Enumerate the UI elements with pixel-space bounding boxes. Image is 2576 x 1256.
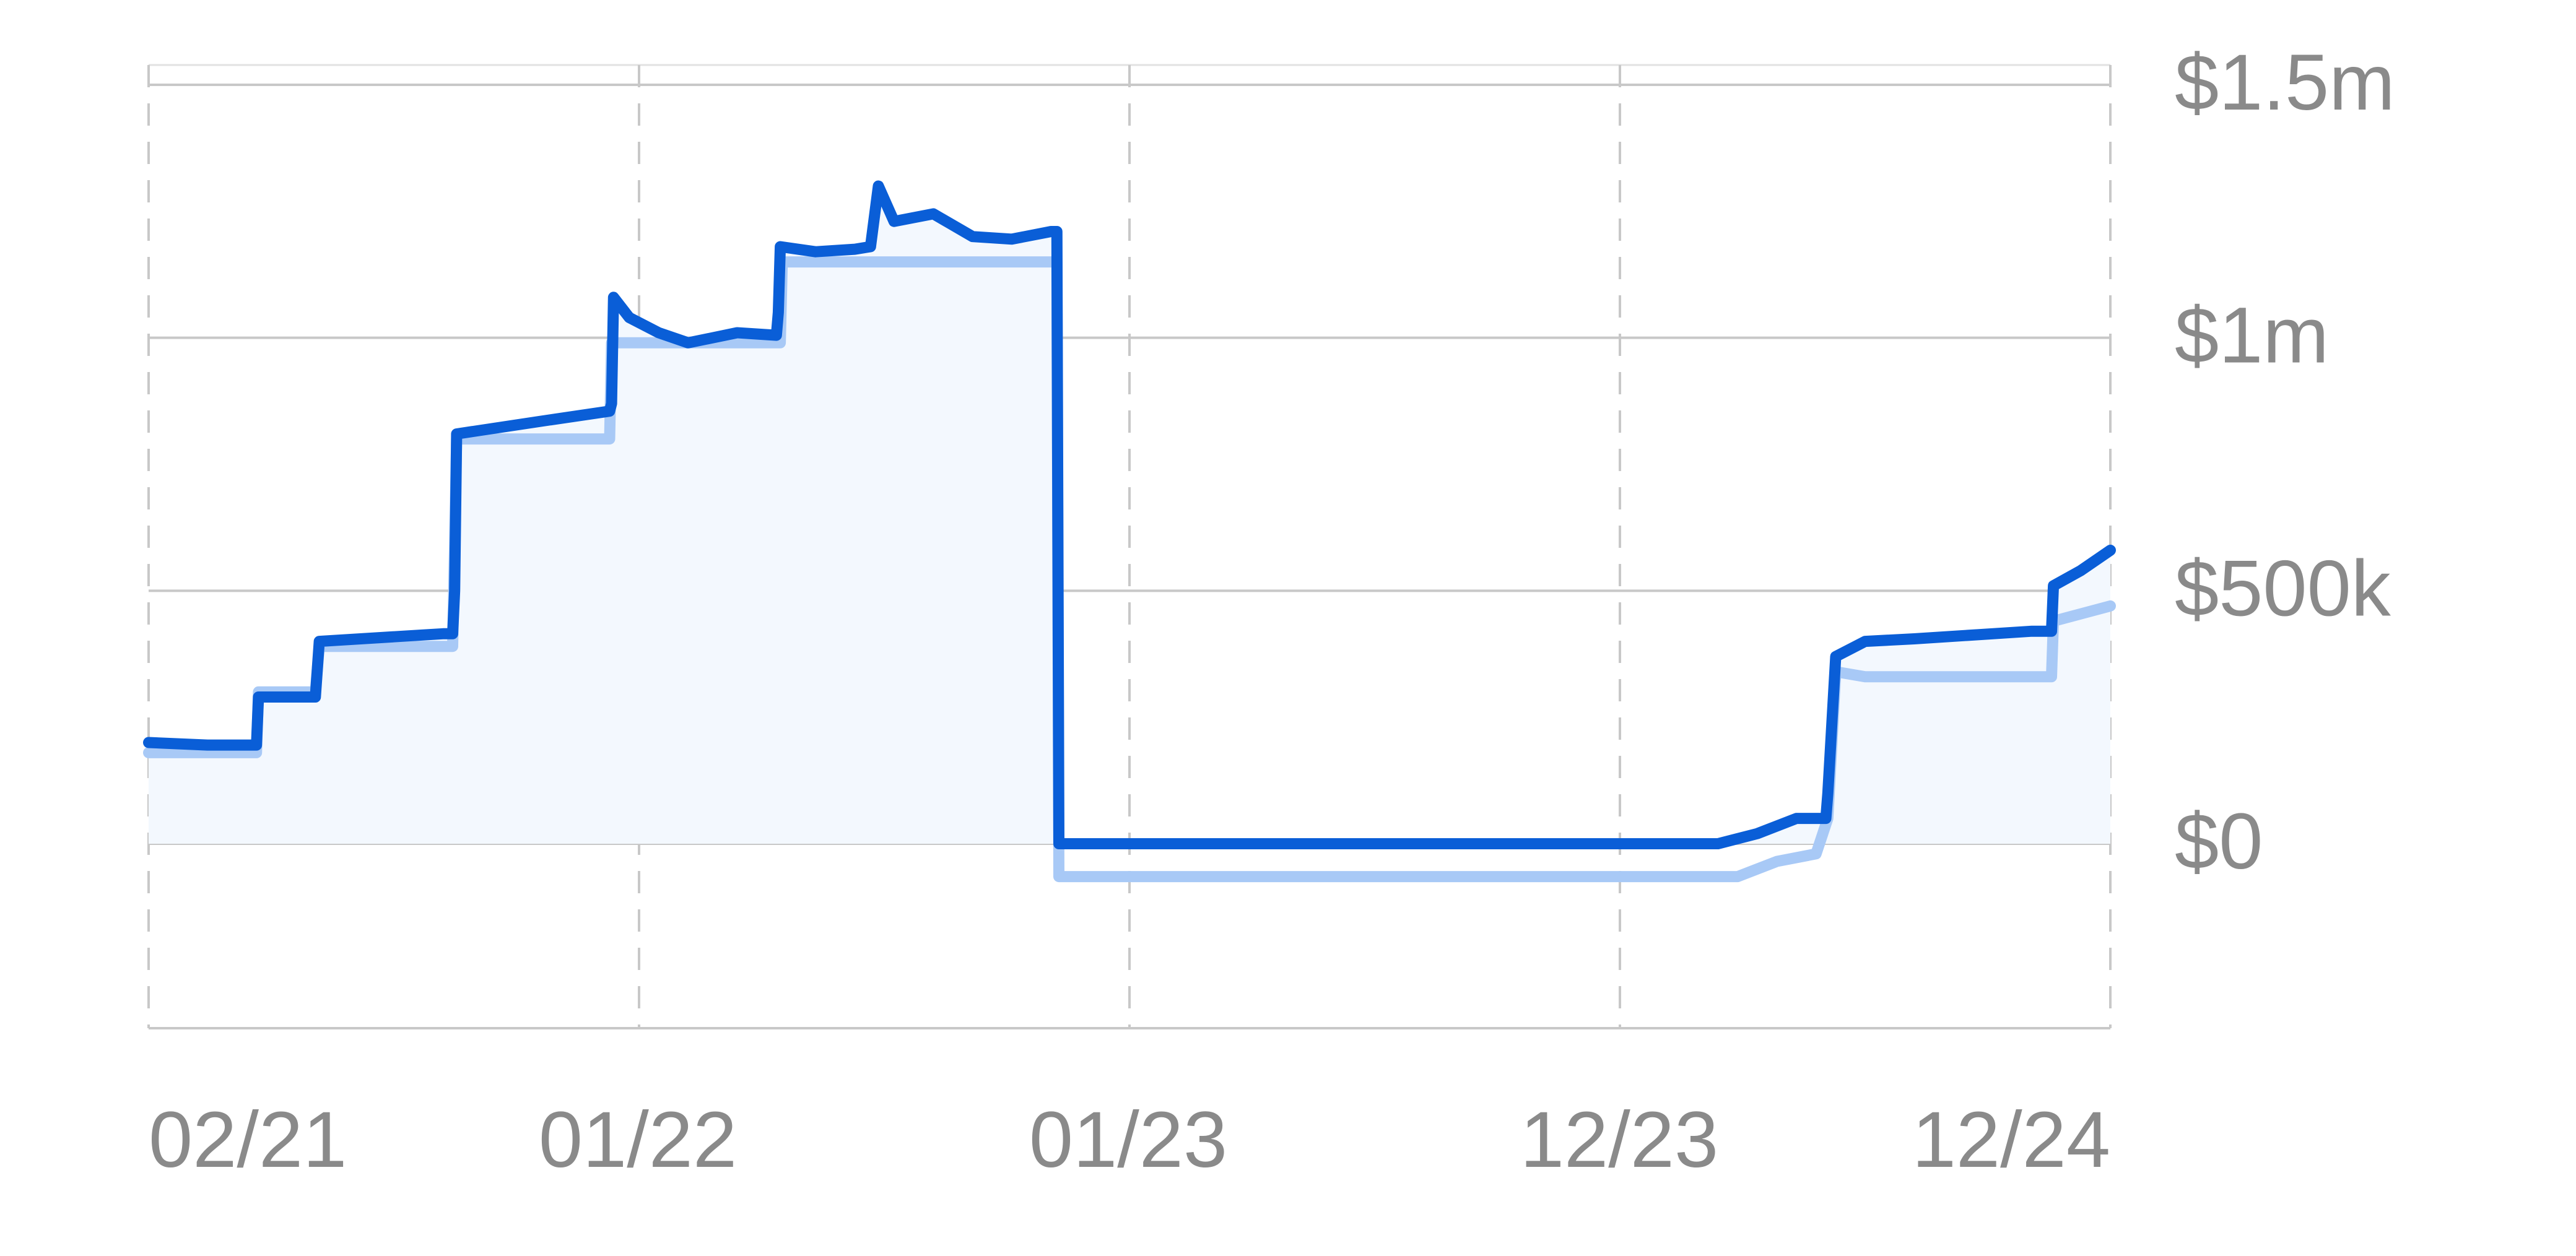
x-tick-label: 02/21 <box>149 1096 347 1184</box>
y-tick-label: $500k <box>2175 544 2391 633</box>
y-tick-label: $1.5m <box>2175 38 2395 127</box>
line-layer <box>143 180 2116 883</box>
area-layer <box>149 186 2110 844</box>
y-tick-label: $1m <box>2175 292 2329 380</box>
axis-layer: $1.5m $1m $500k $0 02/21 01/22 01/23 12/23 12/24 <box>149 38 2395 1184</box>
y-tick-label: $0 <box>2175 797 2263 886</box>
x-tick-label: 01/22 <box>539 1096 737 1184</box>
grid-layer <box>147 64 2112 1029</box>
series-area-fill <box>149 186 2110 844</box>
series-primary-line <box>143 180 2116 849</box>
x-tick-label: 12/23 <box>1520 1096 1718 1184</box>
x-tick-label: 01/23 <box>1029 1096 1227 1184</box>
x-tick-label: 12/24 <box>1912 1096 2110 1184</box>
